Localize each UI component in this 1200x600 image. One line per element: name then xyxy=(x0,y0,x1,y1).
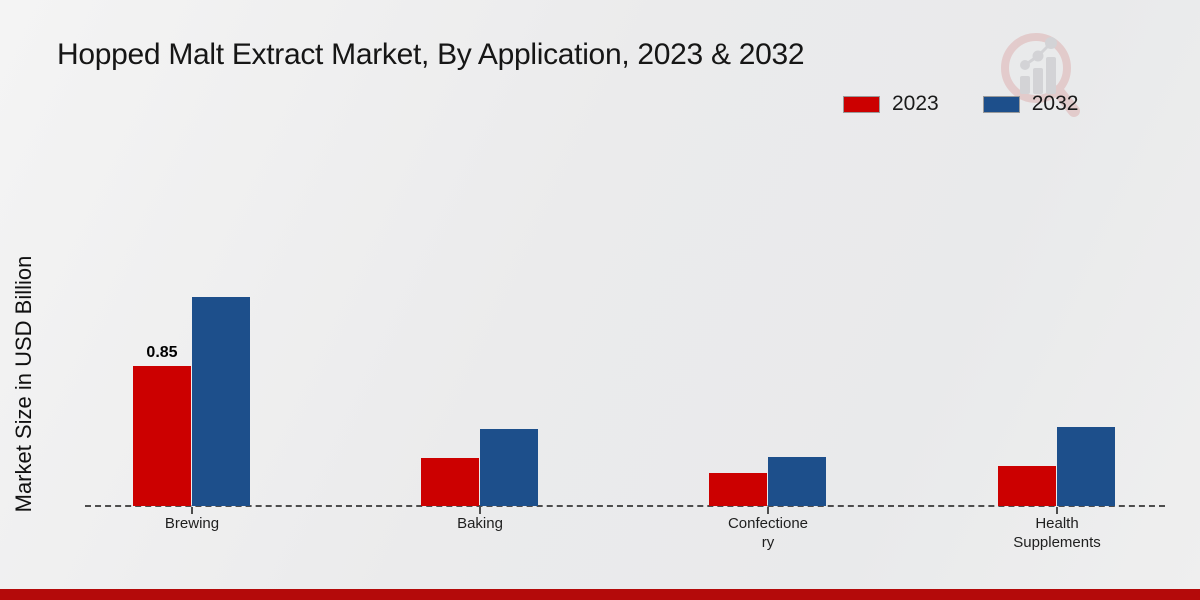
bar-2023-baking xyxy=(421,458,479,506)
axis-tick-brewing xyxy=(191,507,193,514)
axis-tick-confectionery xyxy=(767,507,769,514)
legend-item-2032: 2032 xyxy=(982,92,1079,116)
bar-2023-health-supplements xyxy=(998,466,1056,506)
category-label-confectionery: Confectione ry xyxy=(727,515,809,551)
legend: 2023 2032 xyxy=(843,92,1078,116)
legend-item-2023: 2023 xyxy=(843,92,939,116)
category-label-brewing: Brewing xyxy=(164,515,220,532)
category-label-health-supplements: Health Supplements xyxy=(1013,515,1101,551)
bar-2023-confectionery xyxy=(709,473,767,506)
category-label-baking: Baking xyxy=(457,515,503,532)
axis-tick-health-supplements xyxy=(1056,507,1058,514)
legend-label-2023: 2023 xyxy=(892,92,939,115)
footer-accent-bar xyxy=(0,589,1200,600)
bar-2032-confectionery xyxy=(768,457,826,506)
bar-2023-brewing xyxy=(133,366,191,506)
magnifier-bar-chart-logo-icon xyxy=(1001,33,1080,117)
legend-label-2032: 2032 xyxy=(1031,92,1079,115)
axis-tick-baking xyxy=(479,507,481,514)
bar-2032-health-supplements xyxy=(1057,427,1115,506)
bar-value-label: 0.85 xyxy=(146,344,178,361)
legend-swatch-2023 xyxy=(843,95,880,113)
bar-2032-baking xyxy=(480,429,538,506)
bar-2032-brewing xyxy=(192,297,250,506)
chart-title: Hopped Malt Extract Market, By Applicati… xyxy=(57,38,805,71)
legend-swatch-2032 xyxy=(982,95,1020,113)
x-axis-baseline xyxy=(85,505,1165,507)
